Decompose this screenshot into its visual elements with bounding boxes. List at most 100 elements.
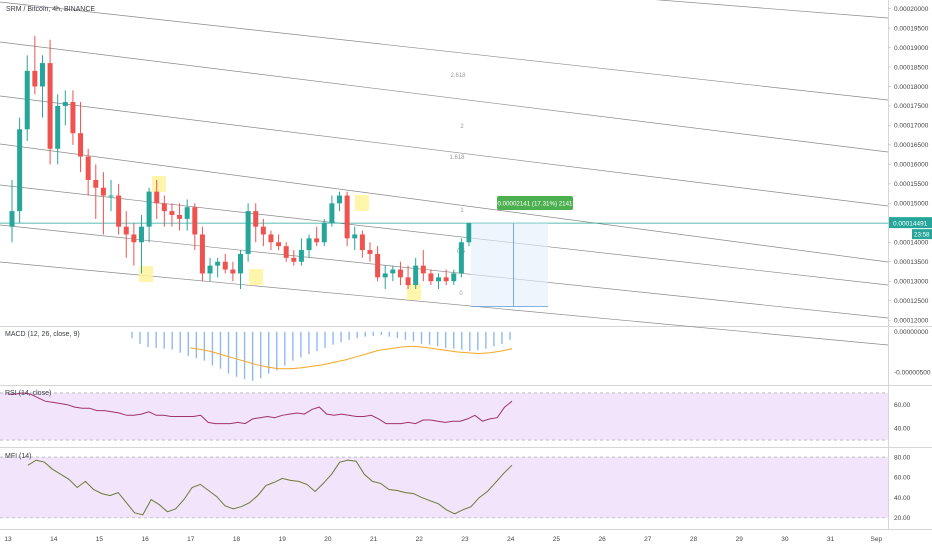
candle <box>177 203 183 231</box>
swing-highlight <box>139 266 153 282</box>
candle-body <box>352 234 358 239</box>
fib-line <box>0 95 889 207</box>
fib-line <box>0 143 889 263</box>
candle <box>154 179 160 219</box>
candle <box>306 234 312 258</box>
candle <box>93 164 99 219</box>
candle-body <box>344 195 350 239</box>
swing-highlights <box>139 176 421 300</box>
fib-line <box>655 0 889 19</box>
fib-line <box>0 1 889 101</box>
mfi-tick-label: 20.00 <box>894 515 911 522</box>
candle <box>413 257 419 289</box>
price-tick-label: 0.00016000 <box>894 162 929 169</box>
price-tick-label: 0.00015500 <box>894 181 929 188</box>
candle <box>314 226 320 247</box>
swing-highlight <box>152 176 166 192</box>
candle <box>276 234 282 251</box>
candle <box>138 214 144 274</box>
price-tick-label: 0.00018500 <box>894 64 929 71</box>
rsi-tick-label: 60.00 <box>894 402 911 409</box>
candle-body <box>32 70 38 87</box>
countdown-badge <box>912 229 932 240</box>
candle-body <box>466 223 472 243</box>
price-tick-label: 0.00017500 <box>894 103 929 110</box>
fib-label: 2.618 <box>450 73 466 79</box>
candle-body <box>367 250 373 254</box>
mfi-tick-label: 80.00 <box>894 454 911 461</box>
rsi-line <box>8 392 513 425</box>
candle-body <box>382 273 388 278</box>
candle-body <box>222 261 228 270</box>
fib-label: 1 <box>460 208 464 214</box>
countdown-label: 23:58 <box>914 232 930 239</box>
price-tick-label: 0.00020000 <box>894 6 929 13</box>
candle-body <box>39 63 45 87</box>
candle-body <box>390 269 396 274</box>
price-axis: 0.00012000 0.00012500 0.00013000 0.00013500… <box>888 6 932 522</box>
candle-body <box>116 195 122 227</box>
candle <box>9 179 15 243</box>
candle <box>238 250 243 289</box>
mfi-pane <box>27 459 513 516</box>
candle <box>78 102 84 173</box>
rsi-title: RSI (14, close) <box>5 390 52 397</box>
candle <box>436 273 442 289</box>
fib-label: 0 <box>459 291 463 297</box>
candle <box>390 265 396 282</box>
candle <box>230 261 236 282</box>
candle-body <box>359 234 365 251</box>
candle <box>382 265 388 289</box>
time-tick-label: 23 <box>461 536 469 543</box>
candle <box>337 191 343 212</box>
fib-label: 2 <box>460 124 464 130</box>
last-price-badge <box>889 217 932 229</box>
candle <box>161 195 167 227</box>
candle-body <box>207 265 213 274</box>
swing-highlight <box>249 269 263 285</box>
candle <box>283 242 289 262</box>
candle <box>428 269 434 286</box>
candle <box>199 226 205 282</box>
candle-body <box>428 273 434 282</box>
price-tick-label: 0.00013500 <box>894 259 929 266</box>
candle <box>47 39 53 165</box>
candle <box>329 195 335 227</box>
candle <box>39 55 45 118</box>
time-tick-label: 24 <box>507 536 515 543</box>
candle-body <box>55 105 61 149</box>
candle <box>207 257 213 282</box>
candle <box>352 226 358 251</box>
candle-body <box>78 133 84 157</box>
fib-line <box>0 261 889 346</box>
candle-body <box>215 261 221 266</box>
candle <box>298 238 304 266</box>
measure-label: 0.00002141 (17.31%) 2141 <box>498 201 574 208</box>
candle <box>344 191 350 247</box>
candle-body <box>93 179 99 188</box>
candle <box>17 117 23 223</box>
candle-body <box>9 211 15 227</box>
candle-body <box>321 222 327 243</box>
candle <box>458 238 464 278</box>
candle <box>146 187 152 243</box>
rsi-band <box>0 392 888 441</box>
macd-title: MACD (12, 26, close, 9) <box>5 331 80 338</box>
time-tick-label: 28 <box>690 536 698 543</box>
price-tick-label: 0.00012000 <box>894 317 929 324</box>
candle-body <box>420 265 426 274</box>
price-tick-label: 0.00019500 <box>894 25 929 32</box>
candle <box>260 218 266 247</box>
candle-body <box>62 102 68 106</box>
candle <box>367 242 373 262</box>
candle-body <box>298 250 304 262</box>
candle <box>85 148 91 196</box>
candle-body <box>405 277 411 286</box>
candle <box>253 203 259 243</box>
candle-body <box>436 277 442 282</box>
candle <box>359 230 365 258</box>
time-tick-label: 31 <box>827 536 835 543</box>
mfi-band <box>0 457 888 518</box>
swing-highlight <box>355 195 369 211</box>
